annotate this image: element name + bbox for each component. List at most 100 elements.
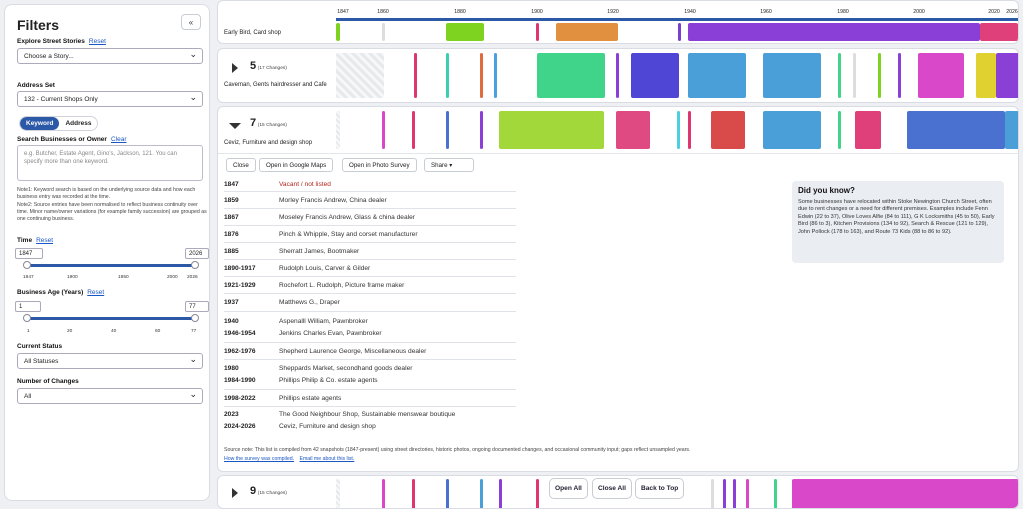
axis-year: 2026 [1006, 9, 1018, 15]
timeline-segment[interactable] [678, 23, 681, 41]
keyword-toggle[interactable]: Keyword [20, 117, 60, 130]
search-mode-toggle[interactable]: Keyword Address [19, 116, 99, 131]
survey-link[interactable]: How the survey was compiled. [224, 456, 295, 462]
timeline-segment[interactable] [792, 479, 1018, 508]
timeline-segment[interactable] [763, 111, 821, 149]
timeline-segment[interactable] [536, 479, 539, 508]
timeline-segment[interactable] [382, 111, 385, 149]
address-set-select[interactable]: 132 - Current Shops Only [17, 91, 203, 107]
timeline-segment[interactable] [494, 53, 497, 98]
collapse-icon[interactable] [229, 123, 241, 129]
timeline-segment[interactable] [907, 111, 1005, 149]
timeline-segment[interactable] [336, 53, 384, 98]
timeline-segment[interactable] [838, 111, 841, 149]
age-min-handle[interactable] [23, 314, 31, 322]
status-select[interactable]: All Statuses [17, 353, 203, 369]
age-max-input[interactable]: 77 [185, 301, 209, 312]
time-min-handle[interactable] [23, 261, 31, 269]
timeline-segment[interactable] [537, 53, 605, 98]
age-max-handle[interactable] [191, 314, 199, 322]
axis-year: 2020 [988, 9, 1000, 15]
timeline-segment[interactable] [763, 53, 821, 98]
history-entry: 1937 Matthews G., Draper [224, 299, 340, 306]
timeline-segment[interactable] [446, 111, 449, 149]
expand-icon[interactable] [232, 63, 238, 73]
time-tick: 1950 [118, 275, 129, 280]
timeline-segment[interactable] [414, 53, 417, 98]
timeline-segment[interactable] [336, 479, 340, 508]
timeline-segment[interactable] [711, 479, 714, 508]
timeline-segment[interactable] [499, 111, 604, 149]
timeline-segment[interactable] [382, 23, 385, 41]
timeline-segment[interactable] [480, 111, 483, 149]
timeline-segment[interactable] [996, 53, 1018, 98]
timeline-segment[interactable] [746, 479, 749, 508]
timeline-segment[interactable] [616, 111, 650, 149]
time-max-input[interactable]: 2026 [185, 248, 209, 259]
expand-icon[interactable] [232, 488, 238, 498]
address-toggle[interactable]: Address [65, 120, 92, 127]
time-min-input[interactable]: 1847 [15, 248, 43, 259]
timeline-segment[interactable] [838, 53, 841, 98]
age-min-input[interactable]: 1 [15, 301, 41, 312]
timeline-segment[interactable] [499, 479, 502, 508]
timeline-segment[interactable] [711, 111, 745, 149]
search-input[interactable]: e.g. Butcher, Estate Agent, Gino's, Jack… [17, 145, 203, 181]
row-card[interactable]: 1847 1860 1880 1900 1920 1940 1960 1980 … [217, 0, 1019, 44]
timeline-segment[interactable] [536, 23, 539, 41]
timeline-segment[interactable] [446, 479, 449, 508]
time-reset-link[interactable]: Reset [36, 237, 54, 244]
timeline-segment[interactable] [976, 53, 996, 98]
collapse-sidebar-button[interactable]: « [181, 14, 201, 30]
timeline-segment[interactable] [878, 53, 881, 98]
street-stories-reset-link[interactable]: Reset [88, 38, 106, 45]
timeline-segment[interactable] [980, 23, 1018, 41]
email-link[interactable]: Email me about this list. [299, 456, 355, 462]
timeline-segment[interactable] [688, 23, 980, 41]
history-entry: 1984-1990 Phillips Philip & Co. estate ag… [224, 377, 378, 384]
timeline-segment[interactable] [774, 479, 777, 508]
timeline-segment[interactable] [898, 53, 901, 98]
share-button[interactable]: Share ▾ [424, 158, 474, 172]
timeline-segment[interactable] [688, 53, 746, 98]
timeline-segment[interactable] [382, 479, 385, 508]
timeline-segment[interactable] [412, 111, 415, 149]
list-divider [224, 311, 516, 312]
timeline-segment[interactable] [631, 53, 679, 98]
time-range-slider[interactable] [23, 261, 199, 269]
timeline-segment[interactable] [446, 23, 484, 41]
timeline-main: 1847 1860 1880 1900 1920 1940 1960 1980 … [217, 0, 1023, 509]
timeline-segment[interactable] [616, 53, 619, 98]
row-card-expanded[interactable]: 7 (15 Changes) Ceviz, Furniture and desi… [217, 106, 1019, 472]
timeline-segment[interactable] [480, 53, 483, 98]
history-entry: 1890-1917 Rudolph Louis, Carver & Gilder [224, 265, 370, 272]
timeline-segment[interactable] [677, 111, 680, 149]
timeline-segment[interactable] [446, 53, 449, 98]
close-all-button[interactable]: Close All [592, 478, 632, 499]
timeline-segment[interactable] [855, 111, 881, 149]
timeline-segment[interactable] [336, 23, 340, 41]
street-story-select[interactable]: Choose a Story... [17, 48, 203, 64]
timeline-segment[interactable] [733, 479, 736, 508]
age-reset-link[interactable]: Reset [87, 289, 105, 296]
row-card[interactable]: 5 (17 Changes) Caveman, Gents hairdresse… [217, 48, 1019, 103]
timeline-segment[interactable] [480, 479, 483, 508]
timeline-segment[interactable] [412, 479, 415, 508]
timeline-segment[interactable] [336, 111, 340, 149]
timeline-segment[interactable] [918, 53, 964, 98]
timeline-segment[interactable] [853, 53, 856, 98]
back-to-top-button[interactable]: Back to Top [635, 478, 685, 499]
history-year: 2024-2026 [224, 423, 256, 430]
timeline-segment[interactable] [1005, 111, 1018, 149]
photo-survey-button[interactable]: Open in Photo Survey [342, 158, 417, 172]
timeline-segment[interactable] [723, 479, 726, 508]
age-range-slider[interactable] [23, 314, 199, 322]
changes-select[interactable]: All [17, 388, 203, 404]
timeline-segment[interactable] [556, 23, 618, 41]
google-maps-button[interactable]: Open in Google Maps [259, 158, 334, 172]
time-max-handle[interactable] [191, 261, 199, 269]
timeline-segment[interactable] [688, 111, 691, 149]
close-detail-button[interactable]: Close [226, 158, 256, 172]
open-all-button[interactable]: Open All [549, 478, 588, 499]
search-clear-link[interactable]: Clear [110, 136, 127, 143]
